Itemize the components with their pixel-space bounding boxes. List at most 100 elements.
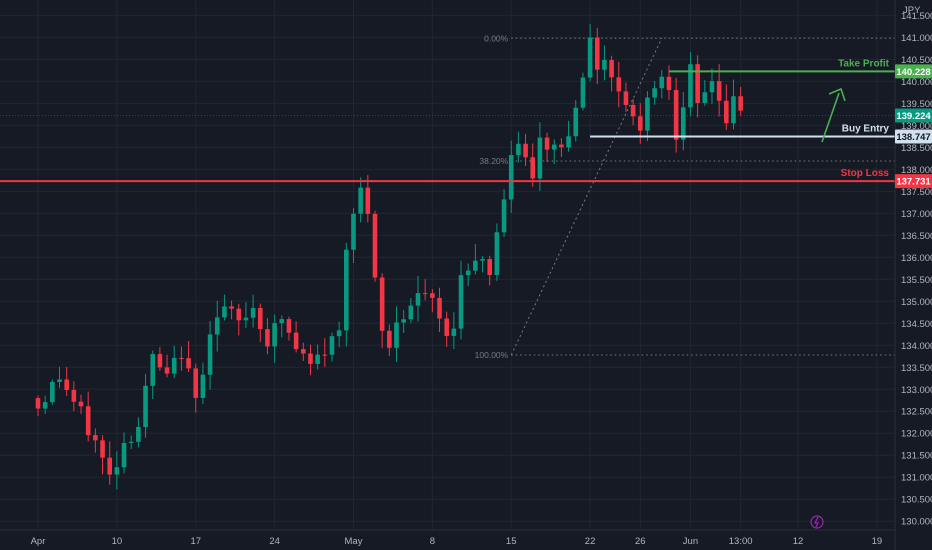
candle-body <box>387 330 392 348</box>
candle <box>731 79 736 130</box>
candle-body <box>508 155 514 200</box>
candle <box>523 133 528 167</box>
candle <box>394 306 399 362</box>
candle-body <box>186 358 191 369</box>
candle <box>157 347 163 371</box>
candle <box>501 189 507 237</box>
candle-body <box>358 187 363 214</box>
candle <box>645 91 650 142</box>
candle <box>594 27 600 85</box>
candle-body <box>78 401 84 407</box>
candle-body <box>222 306 227 318</box>
candle-body <box>365 187 371 214</box>
candle <box>652 80 657 105</box>
x-tick-label: 12 <box>793 536 804 547</box>
price-tag-label: 138.747 <box>896 132 930 143</box>
candle-body <box>716 81 722 101</box>
candle-body <box>336 330 342 337</box>
trade-levels[interactable]: Take Profit Buy Entry Stop Loss <box>0 58 895 183</box>
candle <box>114 451 120 490</box>
y-tick-label: 133.000 <box>901 385 932 396</box>
candle-body <box>107 457 112 475</box>
y-tick-label: 130.500 <box>901 495 932 506</box>
candle <box>379 273 385 349</box>
candle <box>279 315 285 338</box>
candle <box>200 362 206 405</box>
candle <box>422 279 428 301</box>
candle <box>695 55 700 118</box>
candle-body <box>473 260 478 271</box>
candle <box>93 428 98 453</box>
candle-body <box>587 37 593 78</box>
candle-body <box>279 319 285 324</box>
y-tick-label: 139.500 <box>901 99 932 110</box>
candle-body <box>688 64 693 108</box>
fib-level-label: 100.00% <box>475 350 509 360</box>
candle-body <box>523 143 528 158</box>
y-tick-label: 130.000 <box>901 517 932 528</box>
candle-body <box>623 91 629 105</box>
y-tick-label: 133.500 <box>901 363 932 374</box>
candle <box>236 303 242 336</box>
currency-label: JPY <box>903 5 921 16</box>
candle <box>465 263 471 286</box>
candle-body <box>308 353 313 364</box>
candle-body <box>229 306 234 309</box>
price-axis[interactable]: 130.000 130.500 131.000 131.500 132.000 132.5… <box>901 11 932 528</box>
candle-body <box>458 275 464 329</box>
candle <box>559 138 564 157</box>
candle <box>401 309 406 333</box>
candle <box>430 288 435 313</box>
lightning-icon[interactable] <box>810 515 824 529</box>
candle-body <box>293 332 299 350</box>
x-tick-label: 22 <box>585 536 596 547</box>
candle <box>372 210 378 282</box>
candle-body <box>236 308 242 321</box>
x-tick-label: Apr <box>31 536 46 547</box>
candle <box>42 395 48 414</box>
candle <box>272 314 277 363</box>
candle-body <box>530 157 536 179</box>
fibonacci-retracement[interactable]: 0.00% 38.20% 100.00% <box>475 33 895 360</box>
y-tick-label: 136.500 <box>901 231 932 242</box>
candle <box>150 350 156 399</box>
candle-body <box>702 92 708 103</box>
candle-body <box>265 329 270 347</box>
candle <box>738 86 743 116</box>
candle-body <box>637 116 643 131</box>
candle <box>587 23 593 82</box>
price-tag-label: 140.228 <box>896 67 930 78</box>
candle-body <box>695 64 700 103</box>
candle <box>214 300 220 352</box>
candle-body <box>731 96 736 124</box>
candle-body <box>537 137 543 179</box>
y-tick-label: 140.500 <box>901 55 932 66</box>
candle-body <box>616 77 622 92</box>
price-tag-bg <box>895 64 932 79</box>
candle <box>551 139 557 165</box>
level-label: Take Profit <box>838 58 890 69</box>
candle-body <box>344 249 349 331</box>
candle <box>458 260 464 340</box>
candle-body <box>322 354 328 356</box>
current-price-tag-bg <box>895 108 932 123</box>
time-axis[interactable]: Apr 10 17 24 May 8 15 22 26 Jun 13:00 12 19 <box>31 536 883 547</box>
candle-body <box>487 259 493 276</box>
projection-arrow[interactable] <box>821 87 846 143</box>
candle <box>630 99 636 126</box>
candle-body <box>121 442 127 468</box>
candle-body <box>157 354 163 368</box>
candle <box>128 435 134 450</box>
candle <box>473 244 478 275</box>
current-price-tag-label: 139.224 <box>896 111 931 122</box>
candle-body <box>351 213 356 250</box>
candle <box>344 242 349 347</box>
candle-body <box>544 137 550 150</box>
y-tick-label: 134.000 <box>901 341 932 352</box>
candle <box>107 441 112 485</box>
candle <box>336 321 342 348</box>
candle-body <box>193 368 199 398</box>
candle-body <box>408 305 414 320</box>
candle <box>358 177 363 223</box>
